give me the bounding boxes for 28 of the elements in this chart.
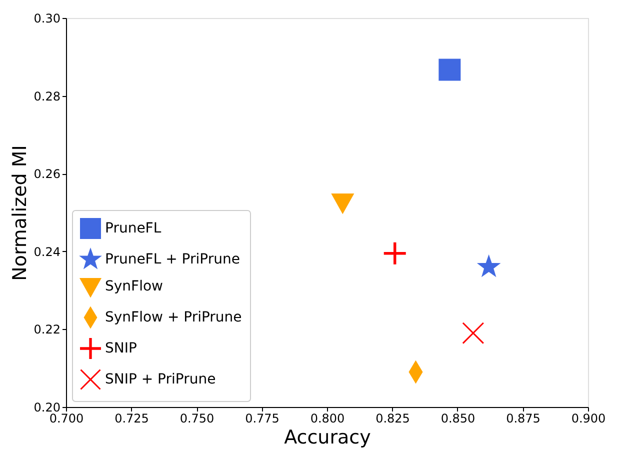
y-tick-label: 0.26 xyxy=(34,167,60,182)
legend-label: SynFlow xyxy=(105,278,164,294)
point xyxy=(438,58,461,81)
point xyxy=(462,322,484,344)
legend-label: SynFlow + PriPrune xyxy=(105,310,242,326)
x-tick-label: 0.775 xyxy=(245,412,280,426)
y-tick-label: 0.22 xyxy=(34,322,60,337)
legend-label: SNIP xyxy=(105,340,137,356)
y-tick-label: 0.28 xyxy=(34,89,60,104)
x-tick-label: 0.700 xyxy=(49,412,84,426)
legend-label: PruneFL xyxy=(105,220,162,236)
x-tick-label: 0.900 xyxy=(571,412,606,426)
point xyxy=(478,256,500,276)
y-axis-title: Normalized MI xyxy=(8,145,31,281)
point xyxy=(332,193,354,214)
x-tick-label: 0.750 xyxy=(180,412,214,426)
x-tick-label: 0.875 xyxy=(506,412,540,426)
y-tick-label: 0.20 xyxy=(34,400,60,414)
y-tick-label: 0.24 xyxy=(34,244,60,259)
point xyxy=(384,242,406,264)
y-tick-label: 0.30 xyxy=(34,12,60,26)
x-tick-label: 0.825 xyxy=(376,412,410,426)
legend-label: PruneFL + PriPrune xyxy=(105,252,240,268)
x-axis-title: Accuracy xyxy=(284,426,371,448)
x-tick-label: 0.725 xyxy=(114,412,149,426)
x-tick-label: 0.850 xyxy=(440,412,476,426)
x-tick-label: 0.800 xyxy=(310,412,345,426)
legend-label: SNIP + PriPrune xyxy=(105,372,216,388)
